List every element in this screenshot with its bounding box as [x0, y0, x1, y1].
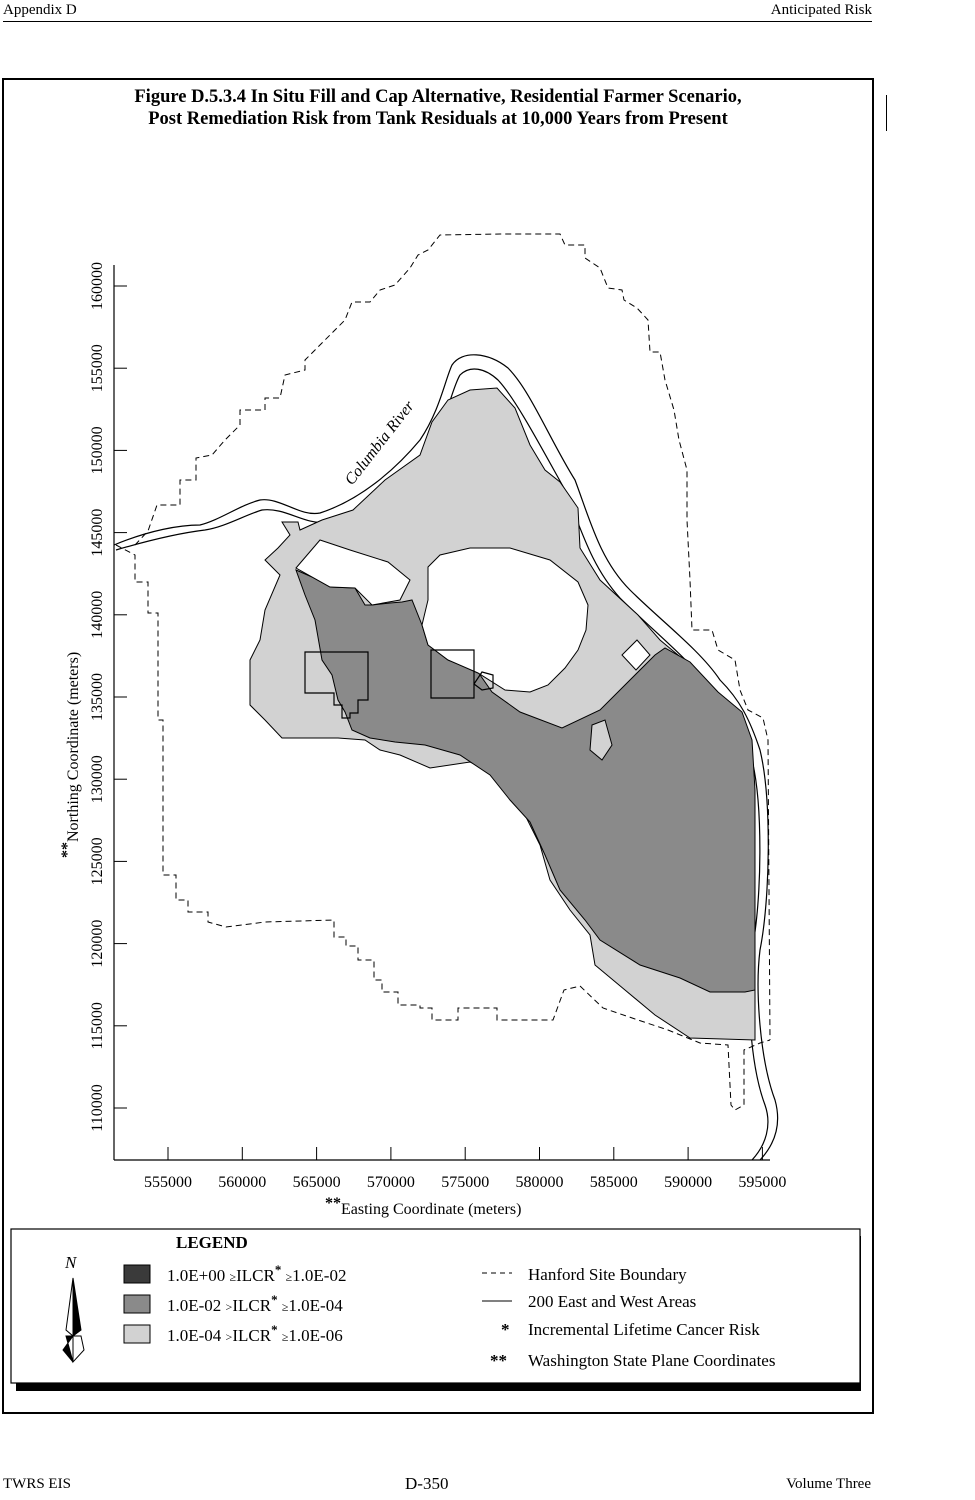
- y-tick-label: 120000: [89, 920, 106, 968]
- risk-zone-medium: [295, 569, 756, 993]
- y-tick-label: 145000: [89, 509, 106, 557]
- excluded-area-east: [421, 547, 589, 693]
- footer-left: TWRS EIS: [3, 1476, 71, 1492]
- north-symbol: N: [64, 1253, 78, 1272]
- legend-risk-label: 1.0E+00 ≥ILCR* ≥1.0E-02: [167, 1262, 346, 1285]
- x-tick-label: 595000: [738, 1174, 786, 1191]
- legend-symbol-label-1: 200 East and West Areas: [528, 1292, 696, 1311]
- legend-risk-label: 1.0E-02 >ILCR* ≥1.0E-04: [167, 1292, 343, 1315]
- x-tick-label: 585000: [590, 1174, 638, 1191]
- figure-title-line2: Post Remediation Risk from Tank Residual…: [148, 109, 728, 129]
- footer-page-number: D-350: [405, 1474, 449, 1493]
- legend-symbols: Hanford Site Boundary 200 East and West …: [482, 1265, 775, 1370]
- y-tick-label: 110000: [89, 1084, 106, 1131]
- area-200-west: [304, 651, 369, 719]
- risk-zone-high: [589, 719, 613, 761]
- map-axes: 555000 560000 565000 570000 575000 580000 5850…: [59, 262, 786, 1218]
- figure-title-line1: Figure D.5.3.4 In Situ Fill and Cap Alte…: [134, 87, 742, 107]
- change-bar: [886, 95, 887, 131]
- north-arrow-tail-left: [62, 1335, 74, 1363]
- x-axis-ticks: 555000 560000 565000 570000 575000 580000 5850…: [144, 1147, 786, 1191]
- x-tick-label: 565000: [293, 1174, 341, 1191]
- x-tick-label: 580000: [516, 1174, 564, 1191]
- legend-risk-classes: 1.0E+00 ≥ILCR* ≥1.0E-02 1.0E-02 >ILCR* ≥1…: [123, 1262, 346, 1345]
- north-arrow-tail-right: [72, 1335, 85, 1364]
- x-tick-label: 570000: [367, 1174, 415, 1191]
- legend-title: LEGEND: [176, 1233, 248, 1252]
- x-tick-label: 555000: [144, 1174, 192, 1191]
- x-tick-label: 560000: [218, 1174, 266, 1191]
- columbia-river-bank-1: [113, 354, 779, 1161]
- y-tick-label: 140000: [89, 591, 106, 639]
- y-tick-label: 150000: [89, 426, 106, 474]
- y-tick-label: 160000: [89, 262, 106, 310]
- excluded-area-small: [621, 639, 651, 671]
- header-rule: [3, 21, 872, 22]
- y-tick-label: 155000: [89, 344, 106, 392]
- hanford-site-boundary-north: [134, 233, 771, 1041]
- legend-risk-label: 1.0E-04 >ILCR* ≥1.0E-06: [167, 1322, 343, 1345]
- footer-right: Volume Three: [786, 1476, 871, 1492]
- legend-symbol-label-2: Incremental Lifetime Cancer Risk: [528, 1320, 760, 1339]
- figure-title: Figure D.5.3.4 In Situ Fill and Cap Alte…: [0, 86, 876, 130]
- header-left: Appendix D: [3, 2, 77, 18]
- y-axis-ticks: 110000 115000 120000 125000 130000 135000 1400…: [89, 262, 127, 1132]
- x-tick-label: 590000: [664, 1174, 712, 1191]
- x-axis-label: **Easting Coordinate (meters): [325, 1195, 521, 1218]
- figure-frame: [2, 78, 874, 1414]
- y-tick-label: 135000: [89, 673, 106, 721]
- north-arrow: N: [62, 1253, 85, 1364]
- legend-box: [10, 1228, 861, 1384]
- legend-symbol-mark-2: *: [501, 1320, 510, 1339]
- legend-symbol-mark-3: **: [490, 1351, 507, 1370]
- area-200-east: [430, 649, 494, 699]
- legend-swatch: [123, 1324, 151, 1344]
- y-tick-label: 125000: [89, 837, 106, 885]
- north-arrow-right: [72, 1277, 82, 1337]
- legend-swatch: [123, 1264, 151, 1284]
- y-tick-label: 130000: [89, 755, 106, 803]
- y-tick-label: 115000: [89, 1002, 106, 1049]
- x-tick-label: 575000: [441, 1174, 489, 1191]
- excluded-area-west: [295, 539, 411, 606]
- legend-symbol-label-3: Washington State Plane Coordinates: [528, 1351, 775, 1370]
- y-axis-label: **Northing Coordinate (meters): [59, 652, 82, 858]
- legend-symbol-label-0: Hanford Site Boundary: [528, 1265, 687, 1284]
- hanford-site-boundary: [115, 544, 771, 1111]
- legend: LEGEND N 1.0E+00 ≥ILCR* ≥1.0E-02 1.0E-02 …: [10, 1228, 861, 1391]
- legend-swatch: [123, 1294, 151, 1314]
- header-right: Anticipated Risk: [770, 2, 872, 18]
